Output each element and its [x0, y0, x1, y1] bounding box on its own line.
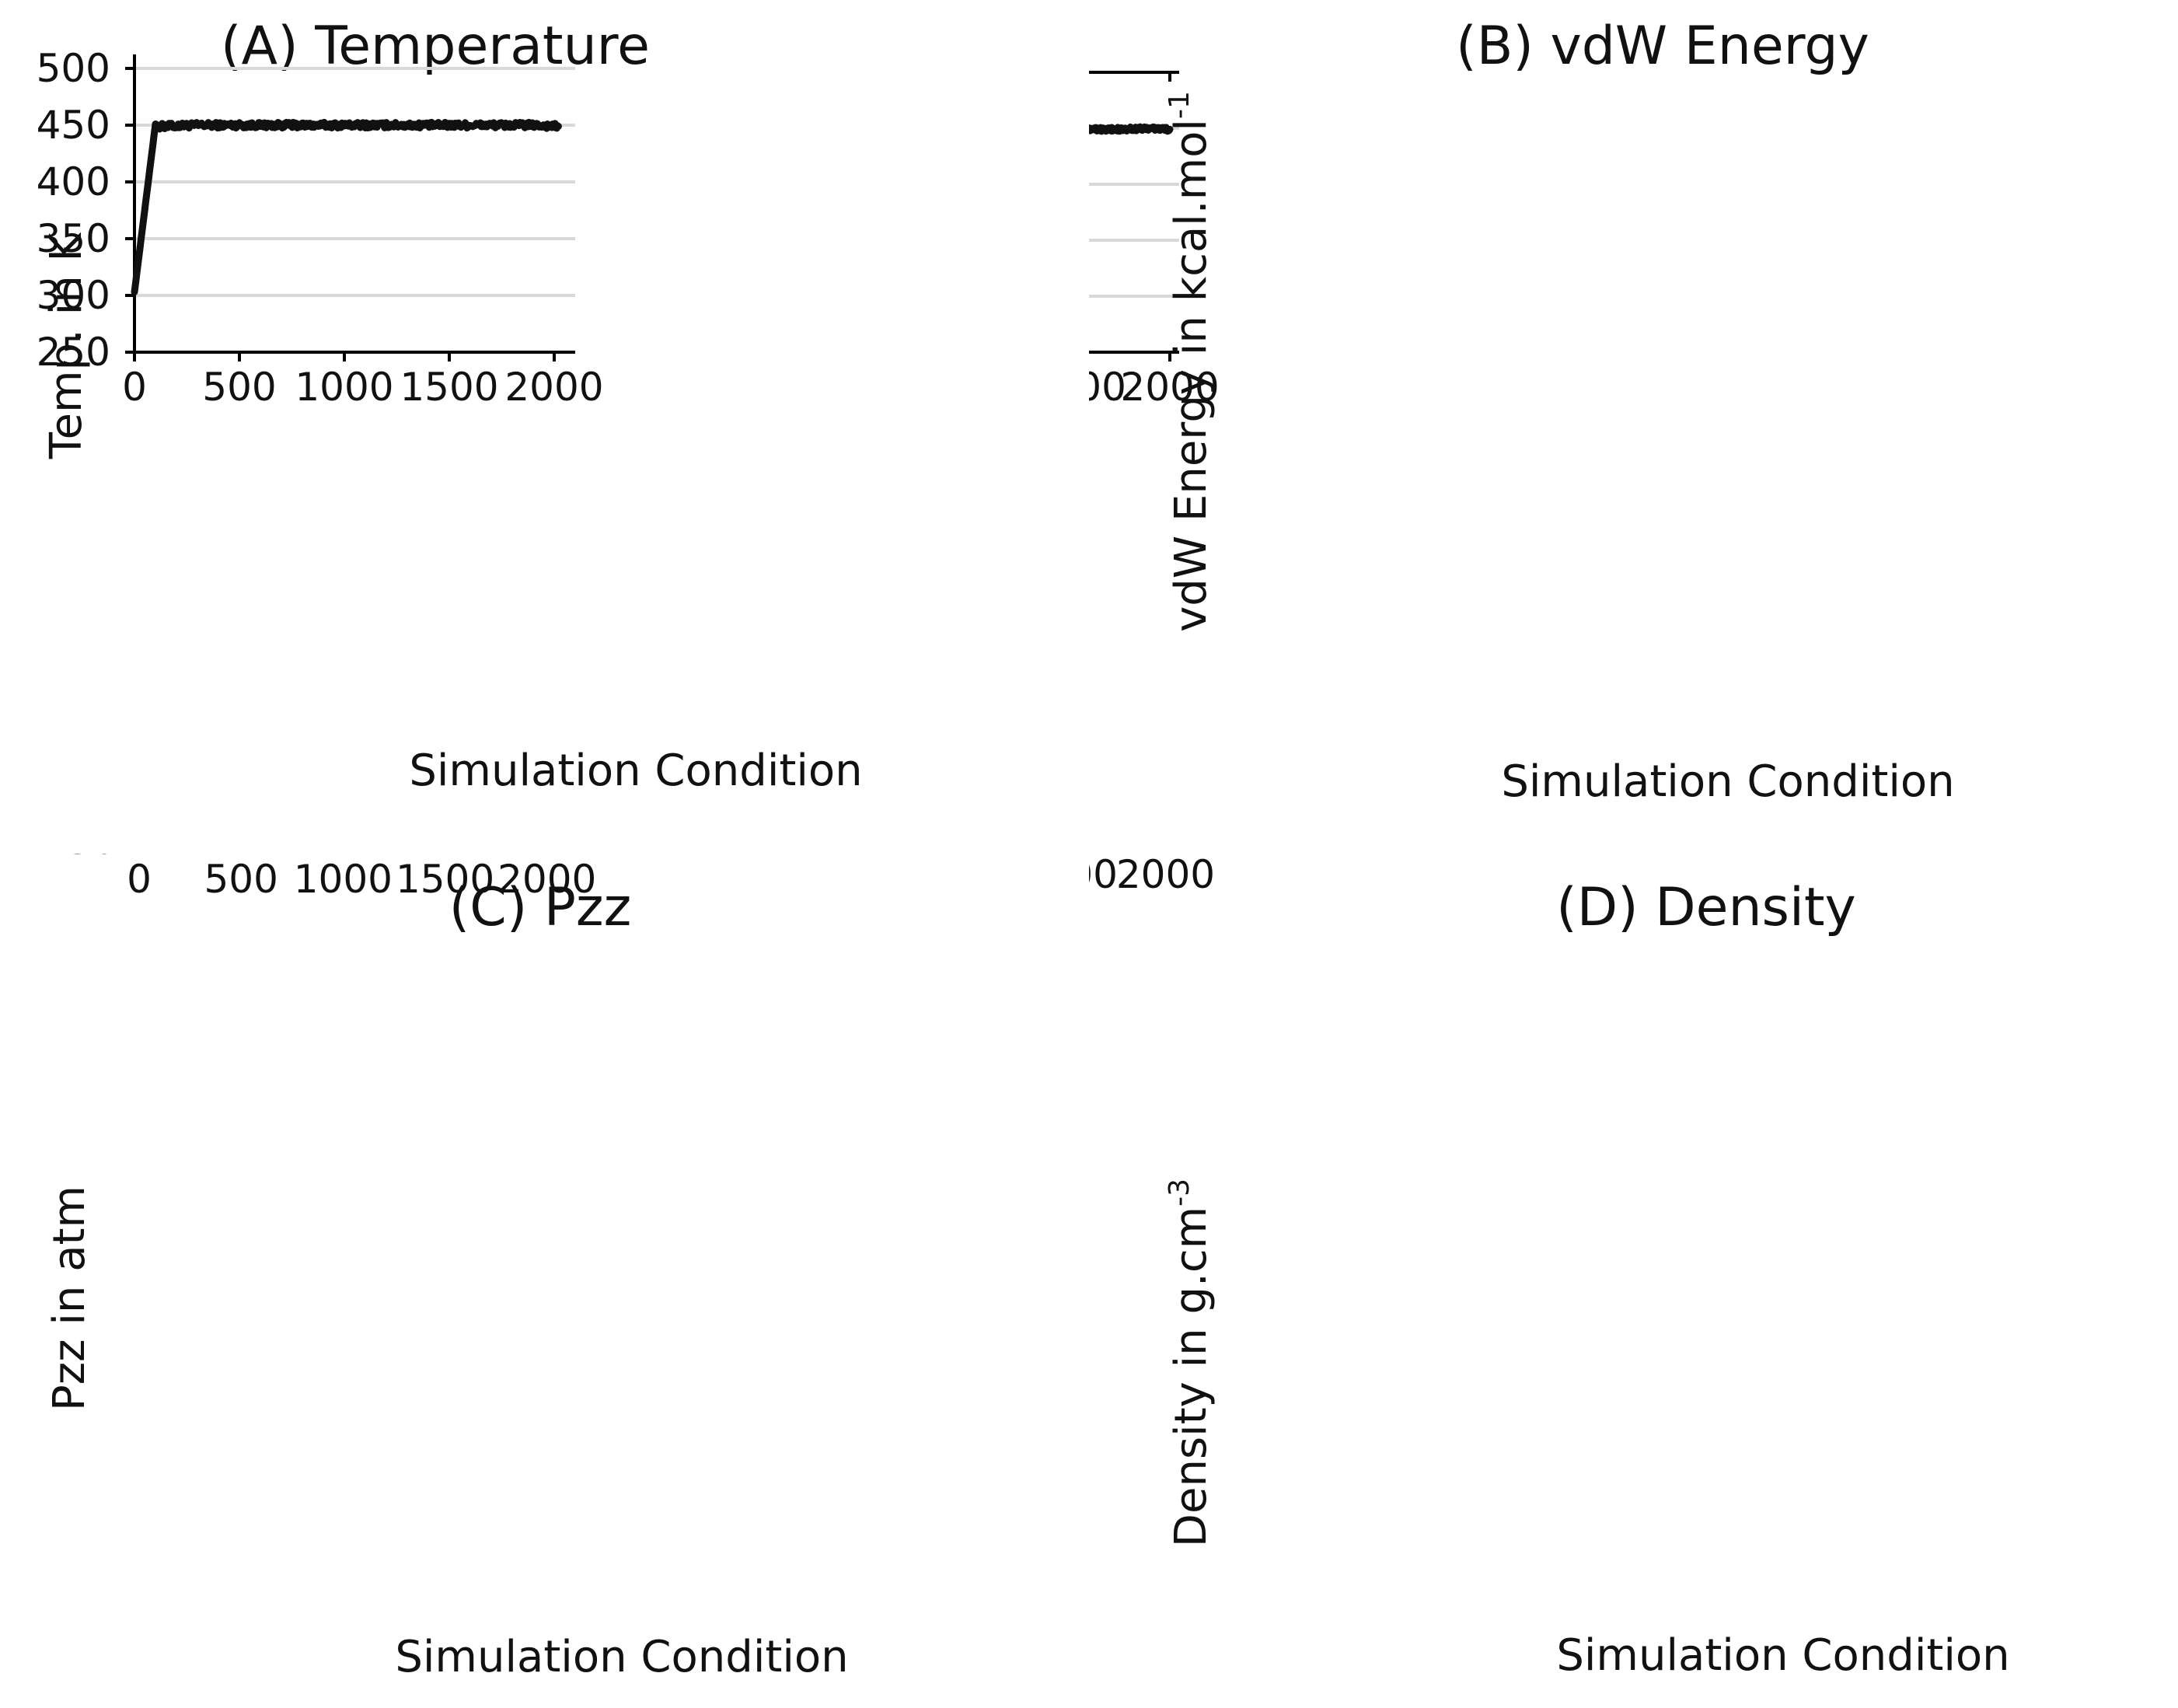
y-tick-label: 500 [37, 46, 110, 91]
y-axis-title: Pzz in atm [44, 1186, 95, 1411]
y-axis-title-superscript: -1 [1164, 91, 1195, 119]
x-tick-label: 0 [127, 857, 152, 902]
x-tick-label: 500 [204, 857, 277, 902]
x-axis-title: Simulation Condition [1556, 1630, 2009, 1681]
temperature-series-line [131, 118, 562, 296]
chart-title: (C) Pzz [449, 877, 632, 938]
panel-temperature: (A) Temperature 250 300 350 400 450 500 0 500 1… [0, 0, 1089, 854]
gridlines [134, 67, 575, 297]
chart-title: (B) vdW Energy [1456, 16, 1869, 77]
x-tick-label: 0 [122, 365, 147, 410]
pzz-chart: (C) Pzz -750-250250750125017502250 0 500 1… [29, 854, 849, 1682]
x-tick-label: 500 [202, 365, 276, 410]
y-tick-label: -750 [29, 854, 117, 863]
panel-vdw-energy: (B) vdW Energy -12,000-11,500-11,000-10,… [1089, 0, 2178, 854]
density-chart: (D) Density 0.750.770.790.810.830.850.87… [1089, 854, 2010, 1681]
y-tick-label: 250 [37, 330, 110, 375]
vdw-energy-series-line [1089, 123, 1174, 135]
y-tick-label: 450 [37, 103, 110, 148]
x-tick-label: 2000 [497, 857, 596, 902]
axes [125, 54, 575, 362]
axes [1089, 71, 1179, 362]
x-tick-label: 2000 [1116, 854, 1215, 897]
x-tick-label: 1000 [295, 365, 393, 410]
y-tick-label: 400 [37, 159, 110, 204]
x-axis-title: Simulation Condition [409, 746, 862, 796]
chart-title: (D) Density [1556, 877, 1856, 938]
x-tick-label: 1500 [1089, 365, 1126, 410]
y-axis-title-superscript: -3 [1164, 1179, 1195, 1207]
x-tick-label: 1500 [1089, 854, 1118, 897]
x-tick-label: 1500 [396, 857, 494, 902]
vdw-energy-chart: (B) vdW Energy -12,000-11,500-11,000-10,… [1089, 16, 1955, 807]
y-tick-labels: -750-250250750125017502250 [29, 854, 117, 863]
x-axis-title: Simulation Condition [1501, 756, 1954, 807]
y-axis-title: Temp. in K [41, 232, 92, 460]
panel-density: (D) Density 0.750.770.790.810.830.850.87… [1089, 854, 2178, 1708]
temperature-chart: (A) Temperature 250 300 350 400 450 500 0 500 1… [37, 16, 863, 796]
x-tick-label: 1000 [294, 857, 393, 902]
y-tick-labels: 250 300 350 400 450 500 [37, 46, 110, 375]
y-axis-title-text: Density in g.cm [1166, 1207, 1216, 1547]
panel-pzz: (C) Pzz -750-250250750125017502250 0 500 1… [0, 854, 1089, 1708]
y-axis-title: Density in g.cm-3 [1164, 1179, 1216, 1547]
chart-title: (A) Temperature [221, 16, 650, 77]
x-axis-title: Simulation Condition [395, 1632, 848, 1682]
y-axis-title-text: vdW Energy in kcal.mol [1166, 119, 1216, 632]
y-tick-label: 350 [37, 216, 110, 261]
x-tick-label: 2000 [1120, 365, 1219, 410]
x-tick-label: 2000 [504, 365, 603, 410]
x-tick-label: 1500 [400, 365, 498, 410]
y-tick-label: 300 [37, 273, 110, 318]
y-axis-title: vdW Energy in kcal.mol-1 [1164, 91, 1216, 632]
